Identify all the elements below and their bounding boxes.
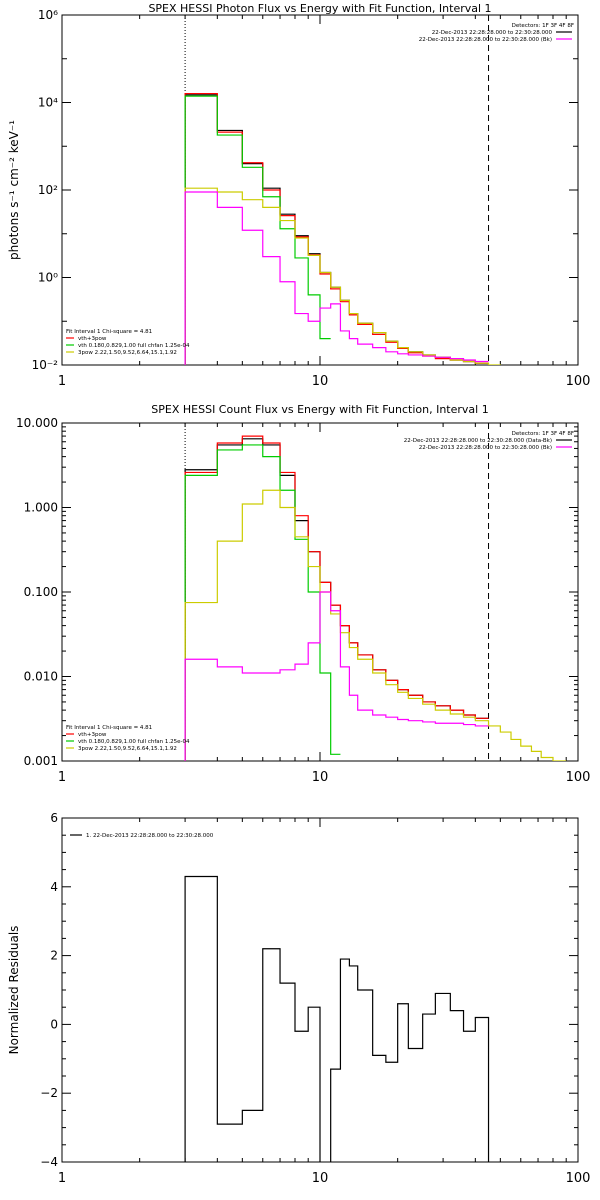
legend-bottom-label: vth+3pow — [78, 732, 107, 738]
y-tick-label: 4 — [50, 880, 58, 894]
legend-top-title: Detectors: 1F 3F 4F 8F — [512, 23, 574, 29]
y-tick-label: 0.010 — [24, 670, 58, 684]
y-axis-label: photons s⁻¹ cm⁻² keV⁻¹ — [7, 120, 21, 260]
x-tick-label: 100 — [566, 770, 591, 785]
y-tick-label: 10⁰ — [38, 271, 58, 285]
legend-bottom-label: vth 0.180,0.829,1.00 full chfan 1.25e-04 — [78, 739, 190, 745]
y-tick-label: 0.100 — [24, 585, 58, 599]
x-tick-label: 1 — [58, 1171, 66, 1186]
x-tick-label: 1 — [58, 770, 66, 785]
legend-top-label: 22-Dec-2013 22:28:28.000 to 22:30:28.000 — [432, 30, 553, 36]
series-line-5 — [184, 191, 489, 365]
chart-panel-3: Normalized Residuals 1 10 100 −4 −2 0 2 4 6 1. 22-… — [7, 811, 591, 1186]
y-tick-label: 10⁴ — [38, 96, 58, 110]
y-tick-label: 10⁶ — [38, 8, 58, 22]
y-tick-label: 1.000 — [24, 501, 58, 515]
x-tick-label: 1 — [58, 374, 66, 389]
x-tick-label: 10 — [312, 770, 329, 785]
series-line-4 — [184, 187, 501, 365]
x-tick-label: 100 — [566, 374, 591, 389]
y-tick-label: −2 — [40, 1086, 58, 1100]
legend-bottom-label: vth+3pow — [78, 336, 107, 342]
legend-label: 1. 22-Dec-2013 22:28:28.000 to 22:30:28.… — [86, 833, 214, 839]
y-axis-label: Normalized Residuals — [7, 926, 21, 1055]
y-tick-label: 10.000 — [16, 416, 58, 430]
legend-bottom-label: 3pow 2.22,1.50,9.52,6.64,15.1,1.92 — [78, 350, 177, 356]
series-line-4 — [184, 489, 567, 761]
legend-top-title: Detectors: 1F 3F 4F 8F — [512, 431, 574, 437]
series-line-2 — [184, 92, 489, 365]
chart-title: SPEX HESSI Photon Flux vs Energy with Fi… — [148, 2, 491, 15]
legend-bottom-label: 3pow 2.22,1.50,9.52,6.64,15.1,1.92 — [78, 746, 177, 752]
x-tick-label: 100 — [566, 1171, 591, 1186]
series-line-1 — [184, 438, 489, 761]
legend-top-label: 22-Dec-2013 22:28:28.000 to 22:30:28.000… — [404, 438, 552, 444]
y-tick-label: 2 — [50, 949, 58, 963]
legend-bottom-label: vth 0.180,0.829,1.00 full chfan 1.25e-04 — [78, 343, 190, 349]
series-group — [184, 92, 501, 365]
series-group — [184, 875, 490, 1162]
y-tick-label: 10² — [38, 183, 58, 197]
series-line-1 — [184, 875, 490, 1162]
series-line-1 — [184, 94, 489, 365]
y-tick-label: 0 — [50, 1017, 58, 1031]
y-tick-label: 0.001 — [24, 754, 58, 768]
legend-top-label: 22-Dec-2013 22:28:28.000 to 22:30:28.000… — [419, 445, 552, 451]
y-tick-label: 10⁻² — [32, 358, 59, 372]
series-line-3 — [184, 95, 331, 365]
x-tick-label: 10 — [312, 1171, 329, 1186]
y-tick-label: 6 — [50, 811, 58, 825]
chart-panel-2: SPEX HESSI Count Flux vs Energy with Fit… — [16, 403, 591, 785]
chart-panel-1: SPEX HESSI Photon Flux vs Energy with Fi… — [7, 2, 590, 389]
x-tick-label: 10 — [312, 374, 329, 389]
legend-top-label: 22-Dec-2013 22:28:28.000 to 22:30:28.000… — [419, 37, 552, 43]
series-group — [184, 435, 567, 761]
legend-bottom-title: Fit Interval 1 Chi-square = 4.81 — [66, 329, 152, 335]
chart-title: SPEX HESSI Count Flux vs Energy with Fit… — [151, 403, 488, 416]
y-tick-label: −4 — [40, 1155, 58, 1169]
series-line-5 — [184, 591, 489, 761]
legend-bottom-title: Fit Interval 1 Chi-square = 4.81 — [66, 725, 152, 731]
